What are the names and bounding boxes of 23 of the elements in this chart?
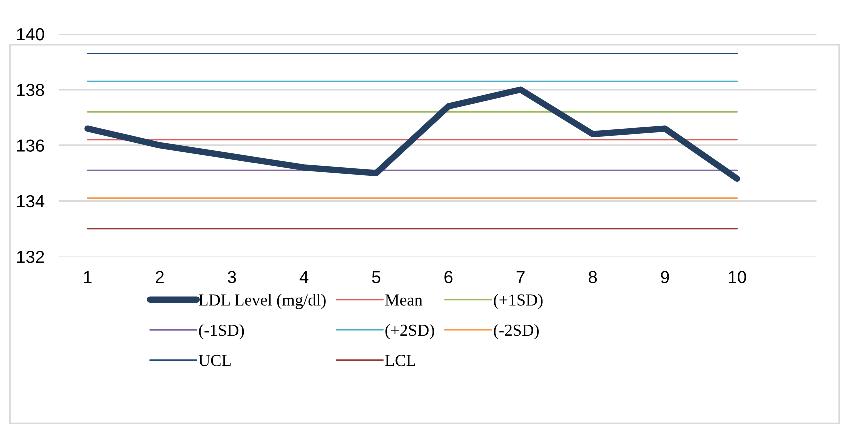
y-tick-label: 140	[17, 28, 44, 41]
legend-label: (+1SD)	[494, 294, 543, 310]
legend-label: (+2SD)	[386, 324, 434, 340]
x-tick-label: 10	[729, 271, 746, 284]
legend-label: Mean	[385, 294, 423, 306]
x-tick-label: 6	[444, 271, 453, 284]
x-tick-label: 4	[300, 271, 309, 284]
x-tick-label: 1	[84, 271, 92, 284]
y-tick-label: 132	[17, 250, 44, 264]
y-tick-label: 134	[17, 195, 45, 208]
x-tick-label: 8	[588, 271, 598, 284]
y-tick-label: 136	[17, 140, 44, 152]
x-tick-label: 5	[372, 271, 381, 284]
y-tick-label: 138	[17, 84, 44, 96]
x-tick-label: 7	[516, 271, 525, 284]
legend-label: (-1SD)	[199, 324, 244, 340]
x-tick-label: 2	[156, 271, 164, 284]
x-tick-label: 9	[661, 271, 670, 284]
legend-label: UCL	[198, 355, 231, 366]
legend-label: LCL	[385, 355, 416, 366]
x-tick-label: 3	[228, 271, 236, 284]
legend-label: LDL Level (mg/dl)	[199, 294, 326, 310]
legend-label: (-2SD)	[494, 324, 539, 340]
